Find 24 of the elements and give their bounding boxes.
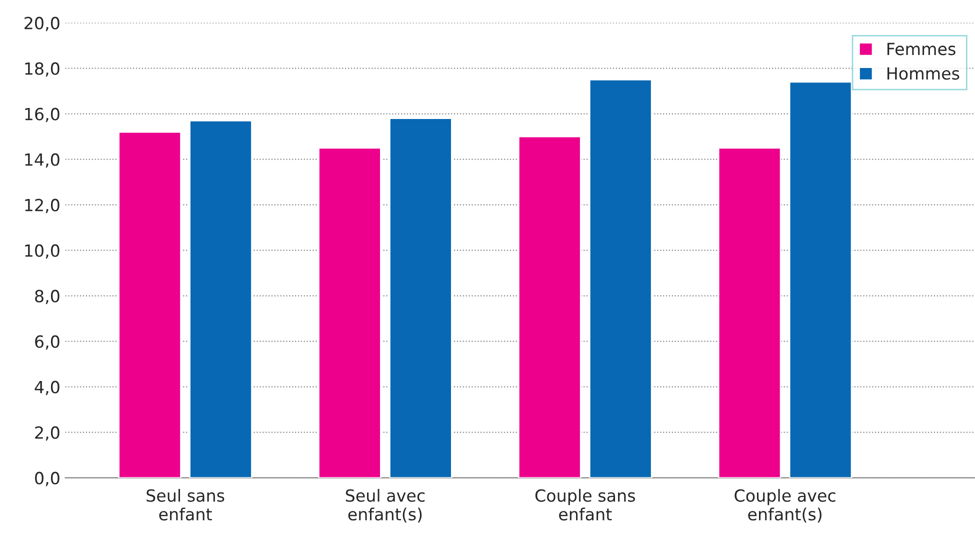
bar: [518, 136, 582, 478]
y-tick-label: 12,0: [25, 198, 60, 214]
legend-label: Hommes: [887, 67, 960, 80]
x-tick-label: Couple sans enfant: [535, 488, 635, 521]
bar: [389, 118, 452, 478]
y-tick-label: 6,0: [35, 335, 60, 350]
x-tick-label: Seul avec enfant(s): [346, 488, 425, 522]
bar: [588, 78, 652, 478]
bar: [118, 131, 182, 478]
bar: [718, 147, 782, 478]
legend-label: Femmes: [887, 42, 956, 56]
y-tick-label: 14,0: [25, 153, 60, 168]
y-tick-label: 20,0: [24, 16, 60, 32]
bar: [189, 120, 252, 478]
y-tick-label: 10,0: [25, 244, 60, 259]
bar: [318, 147, 382, 478]
y-tick-label: 0,0: [35, 472, 60, 486]
y-tick-label: 18,0: [25, 62, 60, 77]
y-tick-label: 2,0: [35, 426, 60, 441]
x-tick-label: Seul sans enfant: [146, 488, 224, 521]
y-tick-label: 4,0: [34, 380, 60, 396]
y-tick-label: 8,0: [35, 290, 60, 304]
x-tick-label: Couple avec enfant(s): [734, 488, 836, 522]
y-tick-label: 16,0: [25, 108, 60, 122]
